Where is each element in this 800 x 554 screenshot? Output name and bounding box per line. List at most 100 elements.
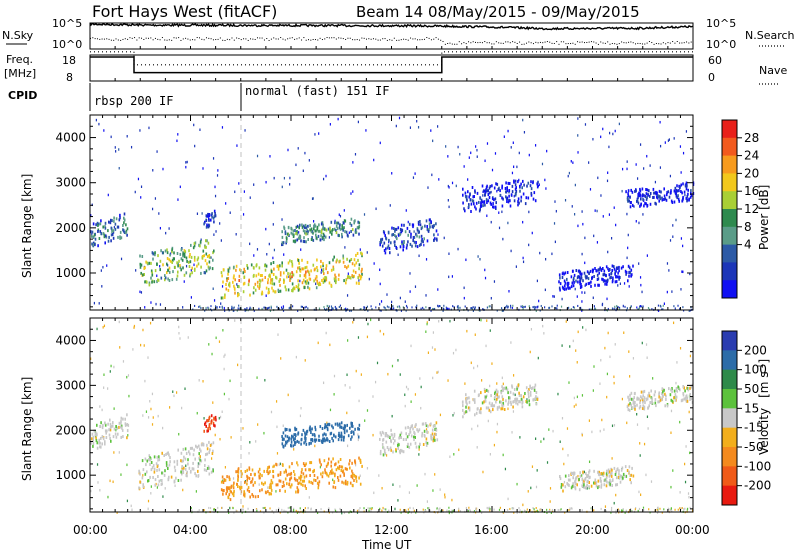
echo-cell	[624, 465, 627, 469]
echo-cell	[120, 416, 123, 420]
noise-cell	[218, 416, 220, 420]
echo-cell	[319, 238, 322, 242]
ground-cell	[524, 510, 527, 513]
ground-cell	[364, 306, 366, 309]
ground-cell	[270, 306, 272, 309]
echo-cell	[207, 212, 209, 216]
echo-cell	[251, 477, 254, 481]
noise-cell	[159, 265, 161, 268]
velocity-colorbar-tick: -200	[744, 479, 771, 493]
echo-cell	[341, 465, 344, 469]
colorbar-swatch	[722, 244, 737, 263]
echo-cell	[120, 421, 122, 425]
noise-cell	[646, 154, 648, 158]
echo-cell	[164, 274, 166, 278]
echo-cell	[493, 186, 496, 190]
echo-cell	[193, 448, 195, 452]
noise-cell	[229, 379, 231, 383]
echo-cell	[269, 470, 271, 474]
nsearch-dot	[270, 38, 272, 40]
echo-cell	[645, 197, 648, 201]
nsearch-dot	[368, 38, 370, 40]
echo-cell	[641, 194, 643, 198]
echo-cell	[516, 385, 519, 389]
noise-cell	[96, 463, 99, 466]
echo-cell	[397, 233, 400, 237]
echo-cell	[354, 270, 357, 274]
noise-cell	[438, 508, 440, 511]
noise-cell	[90, 489, 92, 493]
echo-cell	[181, 258, 184, 262]
noise-cell	[628, 285, 630, 288]
noise-cell	[399, 296, 401, 300]
noise-cell	[177, 198, 179, 201]
nsearch-dot	[414, 38, 416, 40]
echo-cell	[180, 268, 182, 272]
echo-cell	[579, 280, 581, 284]
echo-cell	[515, 192, 517, 196]
noise-cell	[584, 291, 586, 294]
colorbar-frame	[721, 330, 738, 506]
ground-cell	[371, 308, 373, 311]
echo-cell	[228, 266, 231, 270]
echo-cell	[109, 418, 111, 422]
nsearch-dot	[539, 41, 541, 43]
echo-cell	[409, 242, 412, 246]
colorbar-swatch	[722, 485, 737, 506]
echo-cell	[401, 449, 403, 453]
echo-cell	[283, 225, 285, 229]
echo-cell	[561, 272, 564, 276]
echo-cell	[337, 277, 340, 281]
echo-cell	[525, 400, 527, 403]
echo-cell	[291, 289, 293, 293]
echo-cell	[208, 267, 210, 271]
velocity-colorbar-title: Velocity[m s-1]	[756, 359, 771, 455]
echo-cell	[507, 181, 510, 185]
echo-cell	[161, 251, 164, 255]
ground-cell	[253, 309, 255, 312]
echo-cell	[629, 195, 631, 199]
echo-cell	[415, 232, 417, 236]
ground-cell	[572, 306, 575, 309]
nsearch-dot	[558, 43, 560, 45]
nsearch-dot	[637, 42, 639, 44]
echo-cell	[122, 417, 124, 421]
ground-cell	[326, 307, 328, 310]
echo-cell	[263, 469, 265, 473]
echo-cell	[589, 269, 592, 273]
echo-cell	[535, 402, 538, 406]
noise-cell	[574, 183, 576, 187]
echo-cell	[92, 241, 95, 245]
nsearch-dot	[219, 37, 221, 39]
echo-cell	[332, 457, 334, 461]
echo-cell	[649, 194, 651, 198]
noise-cell	[407, 220, 409, 224]
echo-cell	[480, 198, 483, 202]
noise-cell	[507, 497, 509, 501]
nsearch-dot	[192, 39, 194, 41]
noise-cell	[583, 470, 585, 474]
echo-cell	[171, 248, 173, 252]
echo-cell	[242, 271, 245, 275]
echo-cell	[434, 438, 436, 442]
echo-cell	[341, 435, 343, 439]
ground-cell	[634, 508, 636, 511]
echo-cell	[383, 241, 386, 245]
echo-cell	[146, 470, 148, 474]
echo-cell	[124, 423, 127, 427]
echo-cell	[627, 403, 630, 407]
echo-cell	[268, 471, 270, 475]
ground-cell	[535, 309, 537, 312]
echo-cell	[336, 221, 338, 225]
echo-cell	[334, 422, 337, 426]
echo-cell	[358, 282, 360, 285]
echo-cell	[386, 434, 388, 438]
echo-cell	[191, 467, 194, 471]
noise-cell	[253, 183, 255, 186]
echo-cell	[527, 389, 529, 393]
nsearch-dot	[171, 39, 173, 41]
ground-cell	[384, 307, 386, 310]
echo-cell	[122, 224, 124, 227]
echo-cell	[111, 232, 114, 236]
